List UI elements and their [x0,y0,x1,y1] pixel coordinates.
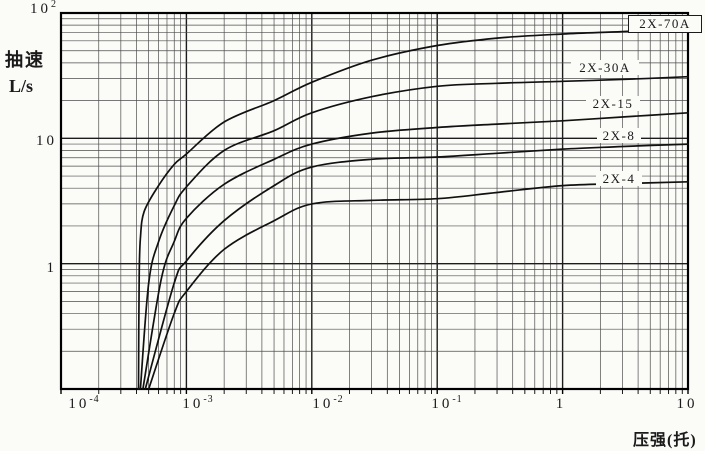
x-tick-label: 10-2 [312,394,344,413]
x-tick-base: 10 [182,396,204,412]
curve-label-2x-70a: 2X-70A [628,15,702,33]
x-tick-base: 1 [555,396,567,412]
x-axis-title: 压强(托) [633,432,697,449]
x-tick-label: 10-3 [182,394,214,413]
curve-label-2x-30a: 2X-30A [571,60,639,75]
y-tick-base: 10 [30,1,51,17]
y-tick-base: 10 [36,133,57,149]
curve-label-2x-8: 2X-8 [597,128,641,143]
x-tick-base: 10 [312,396,334,412]
y-tick-label: 10 [36,132,57,150]
curve-label-2x-4: 2X-4 [596,171,642,186]
y-tick-exponent: 2 [51,0,57,10]
y-tick-base: 1 [46,260,57,276]
x-tick-label: 10 [677,395,698,413]
y-tick-label: 102 [30,0,57,18]
y-tick-label: 1 [47,259,58,277]
x-tick-exponent: -2 [333,394,344,405]
x-tick-exponent: -1 [452,394,463,405]
x-tick-label: 1 [556,395,567,413]
y-axis-title: 抽速 [5,50,45,70]
x-tick-exponent: -3 [203,394,214,405]
y-axis-unit: L/s [9,76,34,96]
x-tick-label: 10-4 [68,394,100,413]
x-tick-base: 10 [676,396,698,412]
x-tick-label: 10-1 [431,394,463,413]
x-tick-exponent: -4 [89,394,100,405]
curve-label-2x-15: 2X-15 [586,96,640,111]
x-tick-base: 10 [68,396,90,412]
x-tick-base: 10 [431,396,453,412]
